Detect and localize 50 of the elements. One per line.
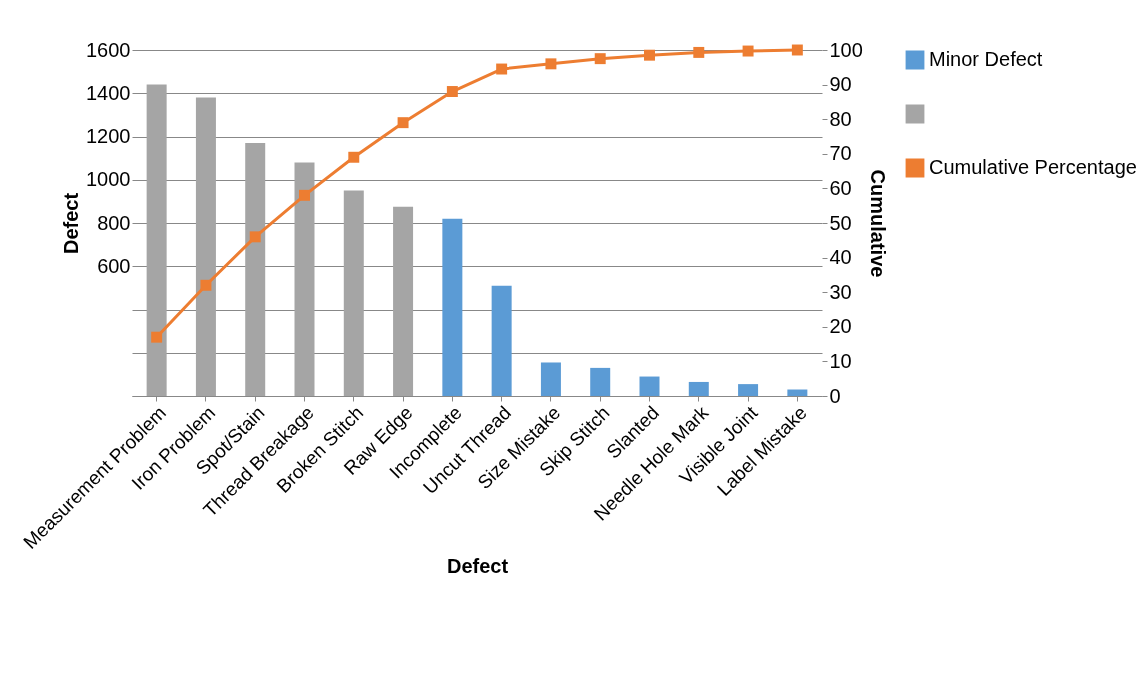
point [791,44,803,56]
y-tick-label: 1400 [86,81,131,104]
y-tick-label: 600 [97,254,131,277]
point [693,46,705,58]
bar [491,285,512,396]
bar [195,97,216,396]
y2-tick-label: 70 [829,142,852,165]
bar [787,389,808,396]
bar [590,367,611,396]
bar [688,381,709,396]
y-tick-label: 1000 [86,168,131,191]
bar [343,190,364,396]
point [200,279,212,291]
legend-label: Cumulative Percentage [929,156,1137,178]
point [151,331,163,343]
y-axis-title: Defect [60,192,83,255]
bar [146,84,167,396]
y2-tick-label: 100 [829,38,863,61]
point [742,45,754,57]
x-axis-title: Defect [446,554,509,577]
point [348,151,360,163]
point [594,53,606,65]
point [644,49,655,61]
y-tick-label: 1600 [86,38,131,61]
y2-axis-title: Cumulative [866,169,889,278]
bar [393,206,414,396]
bar [738,384,759,396]
point [446,86,458,97]
point [249,231,261,243]
legend-label: Minor Defect [929,48,1043,70]
bar [540,362,561,396]
bar [639,376,660,396]
point [397,117,409,129]
point [299,189,310,201]
y2-tick-label: 40 [829,246,852,269]
y2-tick-label: 10 [829,349,852,372]
y2-tick-label: 20 [829,315,852,338]
y2-tick-label: 50 [829,211,852,234]
bar [245,142,266,396]
y2-tick-label: 30 [829,280,852,303]
y2-tick-label: 80 [829,107,852,130]
y2-tick-label: 0 [829,384,841,407]
y-tick-label: 1200 [86,125,131,147]
y2-tick-label: 90 [829,73,852,96]
y-tick-label: 800 [97,211,131,234]
point [496,63,508,75]
bar [442,218,463,396]
y2-tick-label: 60 [829,176,852,199]
bar [294,162,315,396]
point [545,58,557,70]
